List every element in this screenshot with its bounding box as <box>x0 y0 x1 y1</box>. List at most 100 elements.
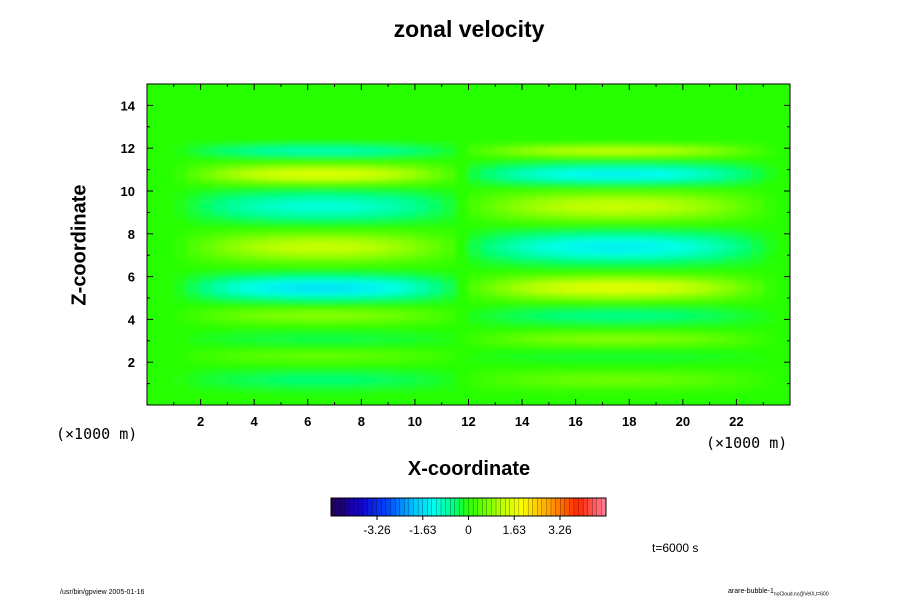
field-cell <box>749 383 764 389</box>
field-cell <box>187 375 202 380</box>
field-cell <box>388 396 403 402</box>
field-cell <box>749 225 764 231</box>
field-cell <box>401 216 416 222</box>
field-cell <box>535 310 550 316</box>
field-cell <box>589 293 604 299</box>
field-cell <box>200 233 215 239</box>
field-cell <box>468 255 483 261</box>
field-cell <box>696 362 711 368</box>
field-cell <box>589 353 604 359</box>
field-cell <box>589 208 604 213</box>
field-cell <box>374 276 389 282</box>
field-cell <box>763 203 778 209</box>
field-cell <box>776 370 790 376</box>
field-cell <box>361 195 376 201</box>
field-cell <box>347 165 362 171</box>
field-cell <box>682 400 697 405</box>
field-cell <box>160 289 175 295</box>
field-cell <box>160 379 175 385</box>
field-cell <box>280 208 295 213</box>
field-cell <box>723 152 738 158</box>
field-cell <box>682 375 697 380</box>
field-cell <box>240 186 255 192</box>
field-cell <box>749 285 764 291</box>
field-cell <box>267 383 282 389</box>
field-cell <box>763 336 778 342</box>
field-cell <box>736 216 751 222</box>
field-cell <box>240 199 255 205</box>
field-cell <box>441 113 456 119</box>
field-cell <box>548 233 563 239</box>
field-cell <box>669 332 684 338</box>
field-cell <box>321 400 336 405</box>
field-cell <box>321 263 336 269</box>
field-cell <box>227 220 242 226</box>
field-cell <box>441 148 456 154</box>
field-cell <box>455 263 470 269</box>
field-cell <box>280 306 295 312</box>
field-cell <box>468 195 483 201</box>
field-cell <box>776 131 790 136</box>
field-cell <box>776 242 790 248</box>
field-cell <box>589 212 604 218</box>
field-cell <box>173 96 188 102</box>
field-cell <box>294 375 309 380</box>
field-cell <box>709 238 724 243</box>
field-cell <box>642 315 657 320</box>
field-cell <box>535 105 550 111</box>
field-cell <box>173 345 188 350</box>
field-cell <box>481 139 496 145</box>
field-cell <box>495 238 510 243</box>
field-cell <box>562 165 577 171</box>
field-cell <box>589 255 604 261</box>
field-cell <box>749 400 764 405</box>
field-cell <box>455 379 470 385</box>
field-cell <box>723 396 738 402</box>
field-cell <box>374 332 389 338</box>
field-cell <box>535 169 550 175</box>
field-cell <box>535 109 550 115</box>
field-cell <box>535 327 550 333</box>
field-cell <box>548 370 563 376</box>
field-cell <box>615 349 630 355</box>
field-cell <box>709 319 724 325</box>
field-cell <box>669 186 684 192</box>
field-cell <box>334 191 349 196</box>
field-cell <box>147 353 161 359</box>
field-cell <box>535 400 550 405</box>
field-cell <box>213 387 228 393</box>
field-cell <box>187 233 202 239</box>
field-cell <box>280 238 295 243</box>
field-cell <box>428 191 443 196</box>
field-cell <box>388 357 403 363</box>
field-cell <box>535 225 550 231</box>
field-cell <box>254 357 269 363</box>
field-cell <box>548 131 563 136</box>
field-cell <box>147 293 161 299</box>
field-cell <box>240 272 255 278</box>
field-cell <box>441 370 456 376</box>
field-cell <box>669 379 684 385</box>
field-cell <box>441 246 456 252</box>
field-cell <box>267 255 282 261</box>
field-cell <box>696 238 711 243</box>
field-cell <box>388 400 403 405</box>
field-cell <box>656 298 671 303</box>
field-cell <box>723 263 738 269</box>
field-cell <box>334 101 349 106</box>
field-cell <box>656 203 671 209</box>
colorbar-segment <box>431 497 437 517</box>
field-cell <box>388 383 403 389</box>
field-cell <box>508 191 523 196</box>
field-cell <box>656 246 671 252</box>
colorbar-segment <box>560 497 566 517</box>
field-cell <box>696 126 711 132</box>
field-cell <box>347 113 362 119</box>
field-cell <box>441 186 456 192</box>
field-cell <box>347 319 362 325</box>
field-cell <box>749 173 764 179</box>
field-cell <box>522 250 537 256</box>
field-cell <box>254 370 269 376</box>
field-cell <box>160 302 175 308</box>
field-cell <box>388 323 403 329</box>
